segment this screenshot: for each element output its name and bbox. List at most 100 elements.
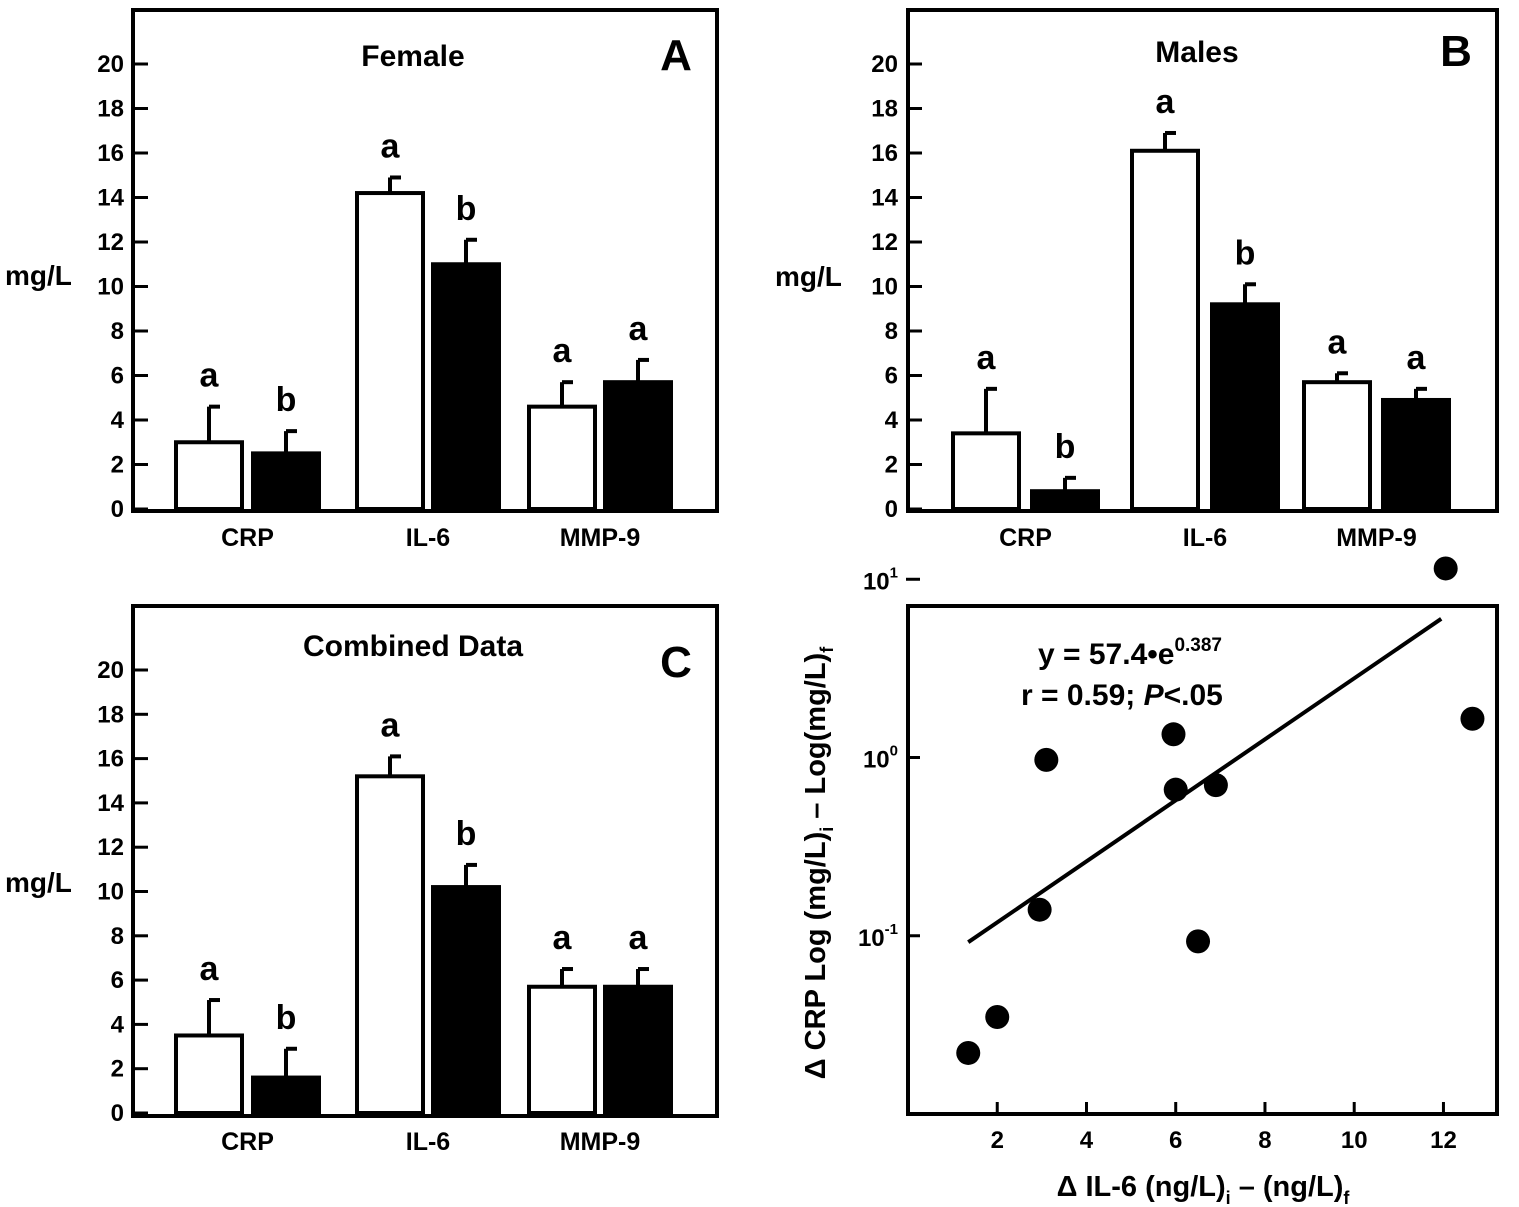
y-tick-label: 100 <box>863 743 898 774</box>
y-tick-label: 12 <box>871 229 898 256</box>
y-tick-label: 101 <box>863 564 898 595</box>
category-label: MMP-9 <box>560 524 641 552</box>
significance-letter: a <box>381 127 401 165</box>
y-tick-label: 16 <box>97 140 124 167</box>
bar-filled-mmp-9 <box>603 984 673 1115</box>
y-tick-label: 4 <box>111 1011 125 1038</box>
significance-letter: a <box>977 339 997 377</box>
y-tick-label: 8 <box>111 318 124 345</box>
significance-letter: a <box>200 357 220 395</box>
y-tick-label: 10 <box>871 274 898 301</box>
bar-open-mmp-9 <box>527 404 597 511</box>
y-tick-label: 16 <box>97 746 124 773</box>
y-tick-label: 18 <box>97 96 124 123</box>
y-tick-label: 14 <box>97 185 124 212</box>
y-tick-label: 8 <box>885 318 898 345</box>
y-tick-label: 18 <box>97 701 124 728</box>
y-tick-label: 10 <box>97 879 124 906</box>
y-tick-label: 0 <box>111 496 124 523</box>
scatter-point <box>1034 747 1059 772</box>
x-tick-label: 2 <box>991 1127 1004 1154</box>
y-tick-label: 20 <box>97 657 124 684</box>
significance-letter: a <box>1156 83 1176 121</box>
y-tick-label: 6 <box>885 363 898 390</box>
y-tick-label: 6 <box>111 363 124 390</box>
category-label: IL-6 <box>406 524 450 552</box>
y-tick-label: 2 <box>885 452 898 479</box>
scatter-point <box>1163 777 1188 802</box>
stat-text: r = 0.59; P<.05 <box>1021 679 1223 712</box>
bar-filled-crp <box>251 451 321 511</box>
significance-letter: a <box>1328 323 1348 361</box>
panel-title: Males <box>1155 36 1238 69</box>
bar-filled-il-6 <box>1210 302 1280 511</box>
category-label: IL-6 <box>406 1128 450 1156</box>
panel-frame <box>906 8 1499 513</box>
y-tick-label: 18 <box>871 96 898 123</box>
significance-letter: a <box>200 950 220 988</box>
bar-open-il-6 <box>355 774 425 1115</box>
x-tick-label: 4 <box>1080 1127 1094 1154</box>
y-tick-label: 14 <box>871 185 898 212</box>
significance-letter: b <box>276 999 297 1037</box>
y-tick-label: 12 <box>97 834 124 861</box>
y-tick-label: 16 <box>871 140 898 167</box>
y-axis-label: mg/L <box>5 867 72 898</box>
x-tick-label: 8 <box>1258 1127 1271 1154</box>
scatter-point <box>1027 897 1052 922</box>
significance-letter: a <box>1407 339 1427 377</box>
y-axis-label: mg/L <box>5 260 72 291</box>
significance-letter: a <box>553 919 573 957</box>
scatter-point <box>985 1005 1010 1030</box>
bar-open-il-6 <box>1130 148 1200 511</box>
panel-c: Combined Data Cmg/L 0 2 4 6 8 10 12 14 16 18 20 CRP IL… <box>5 604 719 1156</box>
category-label: CRP <box>999 524 1052 552</box>
bar-open-crp <box>174 1033 244 1115</box>
significance-letter: a <box>629 310 649 348</box>
y-tick-label: 10 <box>97 274 124 301</box>
y-tick-label: 10-1 <box>858 921 898 952</box>
panel-frame <box>131 604 719 1118</box>
y-tick-label: 14 <box>97 790 124 817</box>
equation-text: y = 57.4•e0.387 <box>1038 635 1222 671</box>
significance-letter: a <box>553 332 573 370</box>
category-label: CRP <box>221 1128 274 1156</box>
significance-letter: b <box>456 815 477 853</box>
y-tick-label: 12 <box>97 229 124 256</box>
x-axis-label: Δ IL-6 (ng/L)i – (ng/L)f <box>1057 1171 1351 1207</box>
scatter-point <box>1203 773 1228 798</box>
y-tick-label: 8 <box>111 923 124 950</box>
panel-letter: A <box>660 31 692 80</box>
y-tick-label: 20 <box>97 51 124 78</box>
x-tick-label: 10 <box>1341 1127 1368 1154</box>
y-tick-label: 2 <box>111 1056 124 1083</box>
panel-letter: C <box>660 638 692 687</box>
scatter-point <box>1161 722 1186 747</box>
panel-title: Female <box>361 40 464 73</box>
significance-letter: b <box>456 190 477 228</box>
x-tick-label: 6 <box>1169 1127 1182 1154</box>
category-label: IL-6 <box>1183 524 1227 552</box>
y-tick-label: 6 <box>111 967 124 994</box>
y-tick-label: 0 <box>111 1100 124 1127</box>
category-label: CRP <box>221 524 274 552</box>
bar-filled-mmp-9 <box>1381 397 1451 512</box>
bar-open-crp <box>174 440 244 511</box>
y-axis-label: Δ CRP Log (mg/L)i – Log(mg/L)f <box>800 646 837 1079</box>
panel-letter: B <box>1440 27 1472 76</box>
bar-filled-il-6 <box>431 262 501 511</box>
fit-line <box>967 617 1443 944</box>
scatter-point <box>956 1040 981 1065</box>
panel-frame <box>906 604 1499 1116</box>
panel-b: Males Bmg/L 0 2 4 6 8 10 12 14 16 18 20 CRP IL-6 MMP-9 a… <box>775 8 1499 552</box>
bar-filled-il-6 <box>431 885 501 1115</box>
panel-title: Combined Data <box>303 630 523 663</box>
scatter-point <box>1186 929 1211 954</box>
y-tick-label: 20 <box>871 51 898 78</box>
significance-letter: a <box>381 706 401 744</box>
significance-letter: b <box>276 381 297 419</box>
y-tick-label: 0 <box>885 496 898 523</box>
scatter-point <box>1460 706 1485 731</box>
significance-letter: a <box>629 919 649 957</box>
